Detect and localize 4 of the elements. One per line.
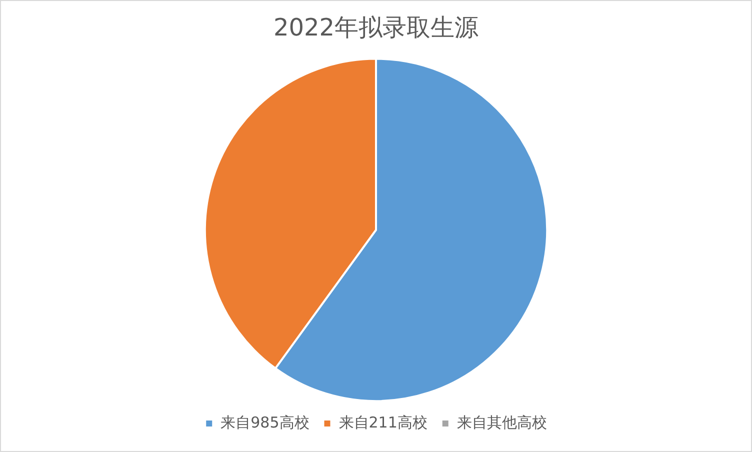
legend-label: 来自其他高校 (456, 413, 547, 432)
chart-title: 2022年拟录取生源 (273, 14, 479, 42)
legend-label: 来自985高校 (220, 413, 310, 432)
legend-label: 来自211高校 (338, 413, 428, 432)
